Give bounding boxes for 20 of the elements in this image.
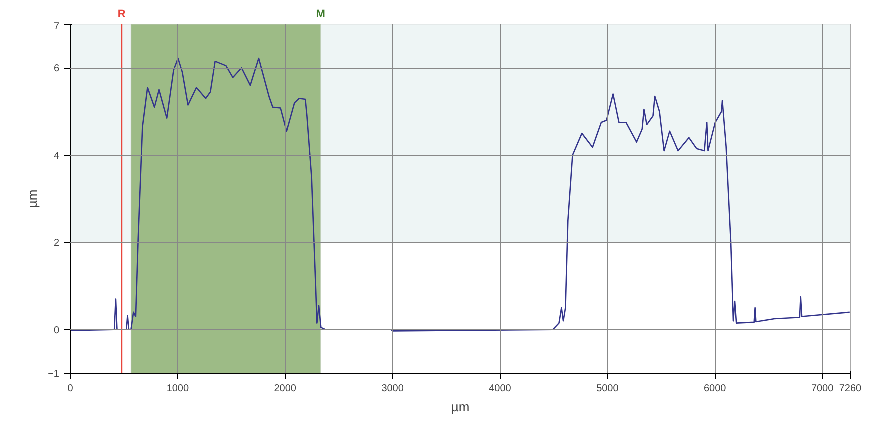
x-tick-label: 4000 [489, 384, 512, 394]
x-tick-label: 7000 [811, 384, 834, 394]
ref-line-label: R [118, 8, 126, 20]
y-tick-label: 6 [54, 64, 60, 75]
x-tick-label: 1000 [166, 384, 190, 394]
y-tick-label: 0 [54, 325, 60, 336]
y-axis-title: µm [25, 190, 40, 208]
x-axis-title: µm [451, 400, 470, 414]
x-tick-label: 5000 [596, 384, 620, 394]
x-tick-label: 6000 [704, 384, 727, 394]
y-tick-label: 7 [54, 22, 60, 32]
x-tick-label: 2000 [274, 384, 297, 394]
band-label: M [316, 8, 326, 20]
line-series [70, 58, 850, 332]
x-tick-label: 7260 [839, 384, 862, 394]
y-tick-label: −1 [48, 369, 60, 380]
y-tick-label: 2 [54, 238, 60, 250]
y-tick-label: 4 [54, 150, 60, 162]
x-tick-label: 3000 [382, 384, 404, 394]
x-tick-label: 0 [68, 384, 74, 394]
